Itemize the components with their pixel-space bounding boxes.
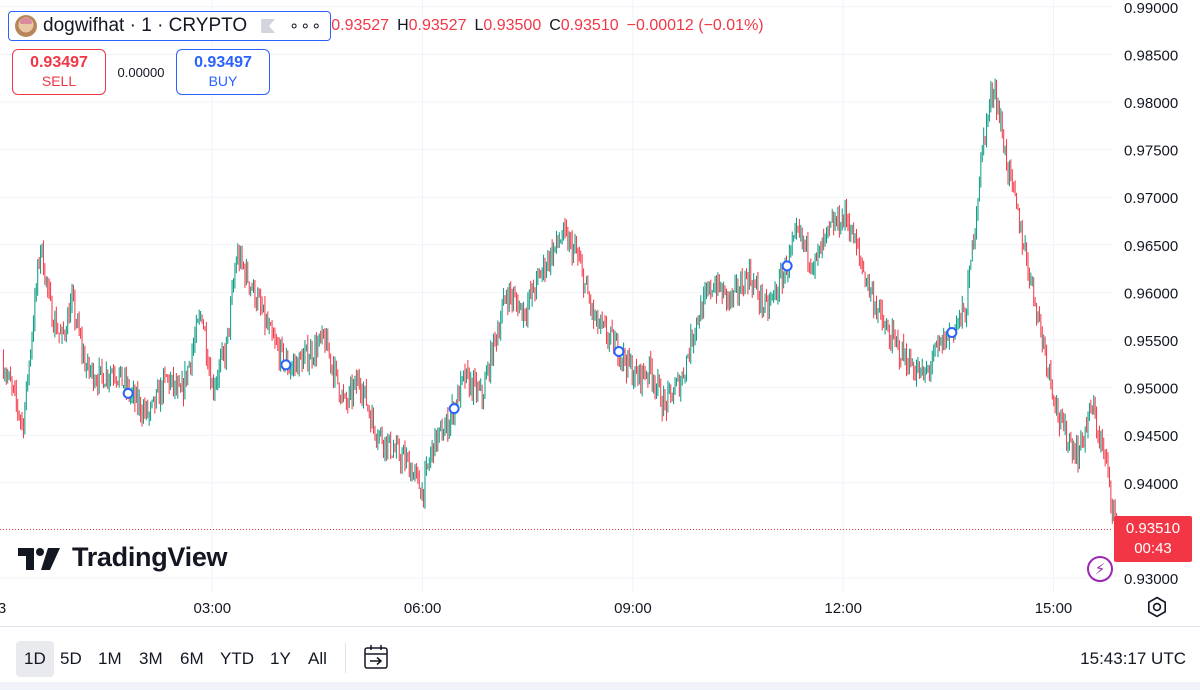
price-tick-label: 0.98000 [1124,95,1178,112]
timeframe-1m[interactable]: 1M [98,649,122,668]
low-label: L [474,17,484,34]
utc-clock[interactable]: 15:43:17 UTC [1080,649,1186,668]
trade-panel: 0.93497 SELL 0.00000 0.93497 BUY [12,49,270,95]
price-tick-label: 0.95500 [1124,333,1178,350]
price-tick-label: 0.95000 [1124,381,1178,398]
price-tick-label: 0.97500 [1124,143,1178,160]
chart-canvas[interactable]: 0.99000 0.98500 0.98000 0.97500 0.97000 0.965… [0,0,1200,626]
buy-price: 0.93497 [194,54,252,71]
goto-date-icon[interactable] [362,643,392,673]
sell-label: SELL [41,73,77,89]
timeframe-all[interactable]: All [308,649,327,668]
time-tick-label: 03:00 [194,600,232,617]
flag-icon[interactable] [261,19,276,33]
logo-text: TradingView [72,542,228,572]
price-tick-label: 0.98500 [1124,47,1178,64]
price-axis[interactable]: 0.99000 0.98500 0.98000 0.97500 0.97000 0.965… [1124,0,1178,588]
buy-label: BUY [208,73,238,89]
open-value: 0.93527 [331,17,390,34]
event-marker [280,359,292,371]
lightning-icon[interactable]: ⚡ [1087,556,1113,582]
time-tick-label: 12:00 [824,600,862,617]
bar-countdown: 00:43 [1134,540,1172,557]
price-tick-label: 0.94500 [1124,428,1178,445]
timeframe-1y[interactable]: 1Y [270,649,291,668]
bottom-toolbar: 1D 5D 1M 3M 6M YTD 1Y All 15:43:17 UTC [0,626,1200,682]
event-marker [448,403,460,415]
timeframe-1d[interactable]: 1D [16,641,54,677]
tradingview-logo[interactable]: TradingView [18,542,228,573]
time-tick-label: 3 [0,600,6,617]
coin-avatar-icon [15,15,37,37]
event-markers [122,260,958,415]
close-label: C [549,17,561,34]
time-tick-label: 09:00 [614,600,652,617]
high-label: H [397,17,409,34]
price-tick-label: 0.97000 [1124,190,1178,207]
price-tick-label: 0.96000 [1124,285,1178,302]
time-tick-label: 15:00 [1035,600,1073,617]
symbol-title: dogwifhat · 1 · CRYPTO [43,15,248,36]
symbol-selector[interactable]: dogwifhat · 1 · CRYPTO ∘∘∘ [8,11,332,41]
price-tick-label: 0.93000 [1124,571,1178,588]
high-value: 0.93527 [408,17,467,34]
spread-value: 0.00000 [117,64,165,80]
event-marker [122,387,134,399]
last-price-tag: 0.93510 00:43 [1114,516,1192,562]
settings-icon[interactable] [1146,596,1168,618]
buy-button[interactable]: 0.93497 BUY [176,49,270,95]
timeframe-5d[interactable]: 5D [60,649,82,668]
tradingview-logo-icon [18,547,60,570]
event-marker [781,260,793,272]
price-tick-label: 0.99000 [1124,0,1178,17]
candlestick-series [2,78,1118,535]
sell-button[interactable]: 0.93497 SELL [12,49,106,95]
timeframe-3m[interactable]: 3M [139,649,163,668]
ohlc-values: 0.93527 H0.93527 L0.93500 C0.93510 −0.00012 … [331,17,763,35]
time-axis[interactable]: 3 03:00 06:00 09:00 12:00 15:00 [0,600,1072,617]
timeframe-6m[interactable]: 6M [180,649,204,668]
event-marker [613,346,625,358]
bottom-edge [0,682,1200,690]
time-tick-label: 06:00 [404,600,442,617]
price-tick-label: 0.96500 [1124,238,1178,255]
low-value: 0.93500 [483,17,542,34]
event-marker [946,326,958,338]
change-value: −0.00012 (−0.01%) [626,17,764,34]
price-tick-label: 0.94000 [1124,476,1178,493]
more-icon[interactable]: ∘∘∘ [289,18,323,35]
chart-legend: dogwifhat · 1 · CRYPTO ∘∘∘ 0.93527 H0.935… [8,10,764,42]
toolbar-divider [345,643,346,673]
sell-price: 0.93497 [30,54,88,71]
close-value: 0.93510 [560,17,619,34]
timeframe-ytd[interactable]: YTD [220,649,254,668]
last-price-value: 0.93510 [1125,520,1181,537]
